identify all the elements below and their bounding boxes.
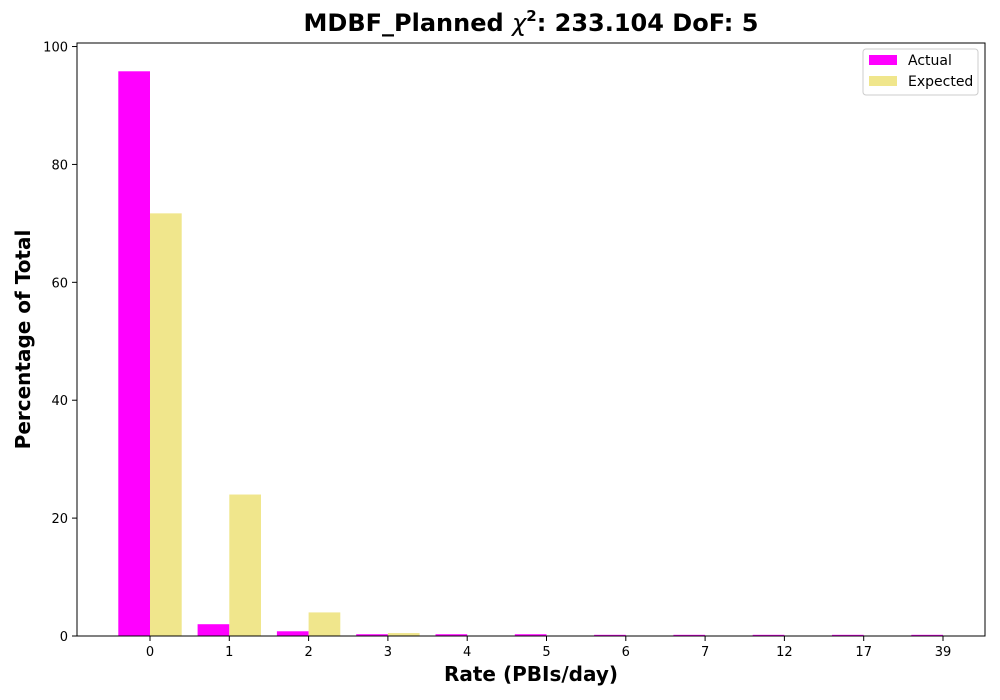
bar-actual-5 [514,634,547,636]
legend-label-expected: Expected [908,74,973,90]
y-tick-label: 80 [51,158,68,173]
legend: Actual Expected [862,48,979,96]
x-axis-ticks: 0 1 2 3 4 5 6 7 12 17 39 [146,636,951,660]
bar-actual-39 [911,634,943,636]
bar-actual-12 [752,634,785,636]
y-tick-label: 20 [51,512,68,527]
legend-swatch-expected [869,76,897,86]
plot-frame [76,42,986,637]
y-tick-label: 100 [43,41,68,56]
legend-label-actual: Actual [908,53,952,69]
y-axis-ticks: 0 20 40 60 80 100 [43,41,77,645]
y-tick-label: 40 [51,394,68,409]
x-tick-label: 4 [463,645,471,660]
x-tick-label: 3 [384,645,392,660]
bar-actual-0 [118,71,150,637]
bar-actual-1 [197,624,230,636]
bar-actual-4 [435,634,468,636]
bar-actual-7 [673,634,706,636]
bar-actual-6 [594,634,626,636]
x-tick-label: 12 [776,645,793,660]
x-tick-label: 6 [622,645,630,660]
x-tick-label: 5 [542,645,550,660]
legend-swatch-actual [869,55,897,65]
x-tick-label: 2 [304,645,312,660]
x-tick-label: 7 [701,645,709,660]
bar-expected-0 [150,213,182,636]
x-tick-label: 39 [935,645,952,660]
bar-expected-2 [308,612,341,636]
bar-actual-17 [832,634,864,636]
chart-title: MDBF_Planned χ2: 233.104 DoF: 5 [304,7,759,37]
y-tick-label: 60 [51,276,68,291]
bar-actual-2 [276,631,309,636]
bar-expected-1 [229,494,261,636]
bar-expected-3 [387,633,420,636]
y-axis-label: Percentage of Total [11,230,35,450]
y-tick-label: 0 [60,630,68,645]
x-tick-label: 0 [146,645,154,660]
bars-group [118,71,943,637]
x-tick-label: 1 [225,645,233,660]
bar-actual-3 [356,634,388,636]
x-axis-label: Rate (PBIs/day) [444,662,618,686]
x-tick-label: 17 [855,645,872,660]
